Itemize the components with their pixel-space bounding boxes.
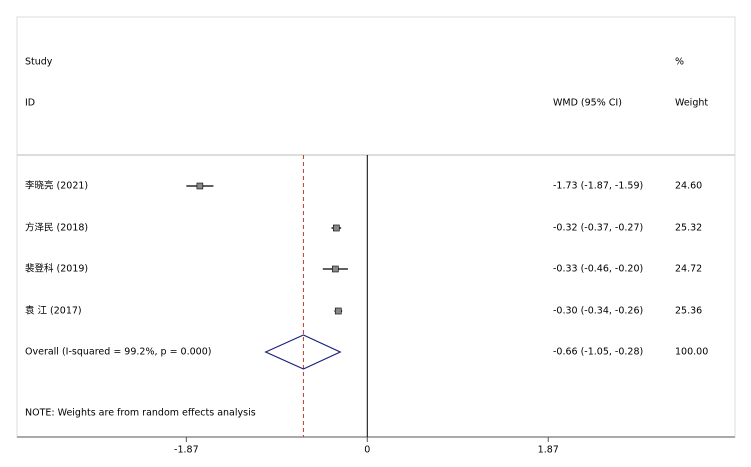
overall-diamond	[264, 334, 342, 370]
study-label: 李晓亮 (2021)	[25, 180, 88, 192]
header-percent: %	[675, 57, 684, 68]
x-tick-label: -1.87	[174, 445, 199, 456]
point-estimate	[196, 182, 204, 190]
point-estimate	[334, 307, 342, 315]
overall-effect-label: -0.66 (-1.05, -0.28)	[553, 347, 643, 358]
study-label: 裴登科 (2019)	[25, 263, 88, 275]
header-id: ID	[25, 98, 35, 109]
weight-label: 24.60	[675, 181, 702, 192]
overall-weight-label: 100.00	[675, 347, 708, 358]
note: NOTE: Weights are from random effects an…	[25, 408, 256, 419]
weight-label: 25.36	[675, 306, 702, 317]
header-effect: WMD (95% CI)	[553, 98, 622, 109]
point-estimate	[332, 265, 339, 273]
header-study: Study	[25, 57, 53, 68]
point-estimate	[333, 224, 340, 232]
study-label: 方泽民 (2018)	[25, 222, 88, 234]
weight-label: 25.32	[675, 223, 702, 234]
study-label: 袁 江 (2017)	[25, 305, 82, 317]
effect-label: -1.73 (-1.87, -1.59)	[553, 181, 643, 192]
header-weight: Weight	[675, 98, 708, 109]
effect-label: -0.32 (-0.37, -0.27)	[553, 223, 643, 234]
x-tick-label: 1.87	[538, 445, 559, 456]
effect-label: -0.30 (-0.34, -0.26)	[553, 306, 643, 317]
effect-label: -0.33 (-0.46, -0.20)	[553, 264, 643, 275]
overall-label: Overall (I-squared = 99.2%, p = 0.000)	[25, 347, 211, 358]
weight-label: 24.72	[675, 264, 702, 275]
x-tick-label: 0	[364, 445, 370, 456]
